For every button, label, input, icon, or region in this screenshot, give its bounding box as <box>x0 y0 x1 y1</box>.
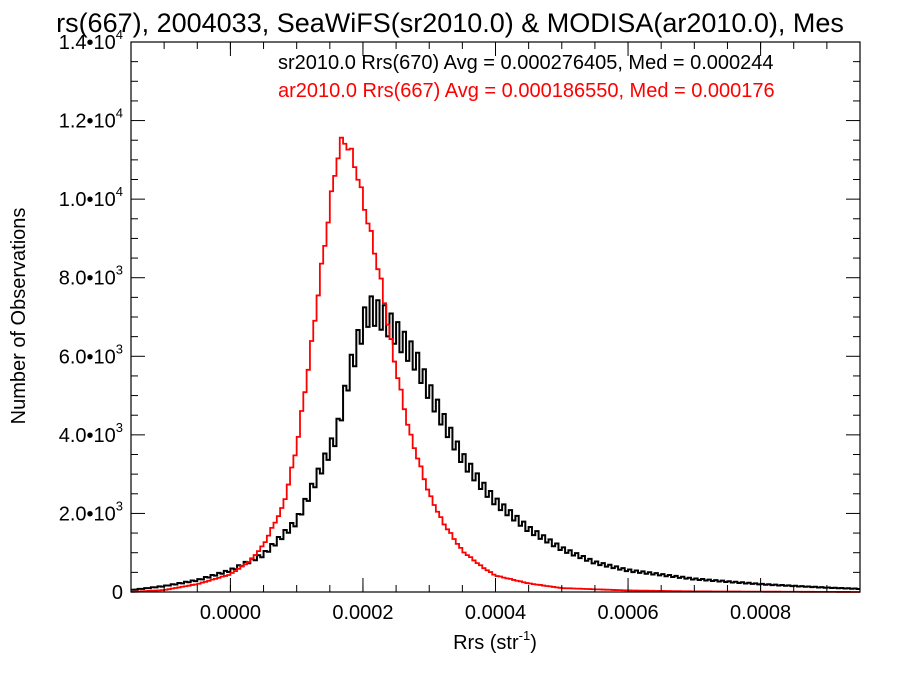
y-tick-exponent: 4 <box>116 184 123 199</box>
y-tick-mantissa: 1.2•10 <box>59 111 116 133</box>
y-tick-label: 6.0•103 <box>59 341 123 368</box>
x-tick-label: 0.0000 <box>200 602 261 624</box>
x-tick-label: 0.0006 <box>597 602 658 624</box>
x-axis-label-main: Rrs (str <box>453 632 519 654</box>
y-tick-exponent: 4 <box>116 106 123 121</box>
y-tick-label: 2.0•103 <box>59 498 123 525</box>
x-axis-label-end: ) <box>530 632 537 654</box>
x-tick-label: 0.0004 <box>465 602 526 624</box>
y-tick-label: 4.0•103 <box>59 420 123 447</box>
series-layer <box>131 136 860 593</box>
x-tick-label: 0.0002 <box>332 602 393 624</box>
y-tick-mantissa: 2.0•10 <box>59 503 116 525</box>
x-axis-label-sup: -1 <box>519 628 531 643</box>
y-tick-label: 8.0•103 <box>59 263 123 290</box>
x-axis-label: Rrs (str-1) <box>453 628 537 654</box>
x-tick-label: 0.0008 <box>730 602 791 624</box>
y-tick-exponent: 3 <box>116 263 123 278</box>
y-tick-mantissa: 0 <box>112 582 123 604</box>
y-tick-mantissa: 4.0•10 <box>59 425 116 447</box>
y-tick-exponent: 4 <box>116 27 123 42</box>
y-tick-label: 1.2•104 <box>59 106 123 133</box>
y-tick-mantissa: 8.0•10 <box>59 268 116 290</box>
y-axis-label: Number of Observations <box>8 208 30 425</box>
series-ar2010-histogram <box>131 136 860 593</box>
plot-frame <box>130 41 861 593</box>
legend: sr2010.0 Rrs(670) Avg = 0.000276405, Med… <box>278 52 775 102</box>
y-axis-ticks: 02.0•1034.0•1036.0•1038.0•1031.0•1041.2•… <box>59 27 860 604</box>
legend-entry-ar2010: ar2010.0 Rrs(667) Avg = 0.000186550, Med… <box>278 80 775 102</box>
plot-area: 0.0000 0.0002 0.0004 0.0006 0.0008 02.0•1034… <box>59 27 861 624</box>
y-tick-label: 0 <box>112 582 123 604</box>
y-tick-mantissa: 6.0•10 <box>59 346 116 368</box>
legend-entry-sr2010: sr2010.0 Rrs(670) Avg = 0.000276405, Med… <box>278 52 774 74</box>
y-tick-exponent: 3 <box>116 420 123 435</box>
y-tick-label: 1.0•104 <box>59 184 123 211</box>
x-axis-ticks: 0.0000 0.0002 0.0004 0.0006 0.0008 <box>163 42 861 624</box>
y-tick-exponent: 3 <box>116 341 123 356</box>
y-tick-exponent: 3 <box>116 498 123 513</box>
y-tick-mantissa: 1.0•10 <box>59 189 116 211</box>
chart-title: rs(667), 2004033, SeaWiFS(sr2010.0) & MO… <box>56 8 844 38</box>
series-sr2010-histogram <box>131 295 860 591</box>
y-tick-mantissa: 1.4•10 <box>59 32 116 54</box>
y-tick-label: 1.4•104 <box>59 27 123 54</box>
